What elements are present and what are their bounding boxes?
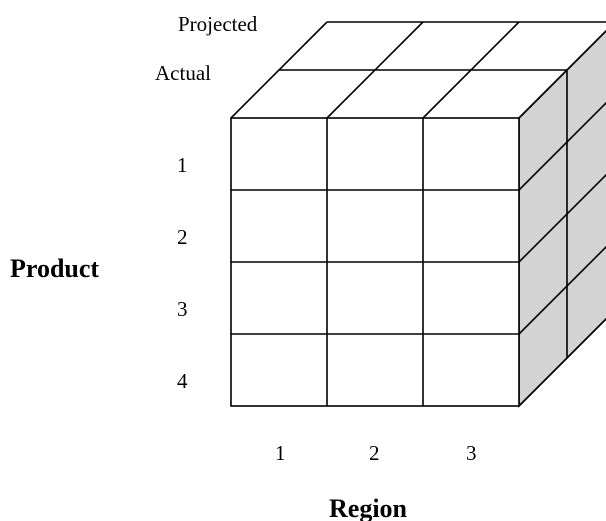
row-label: 3: [177, 297, 188, 321]
row-label: 2: [177, 225, 188, 249]
front-face-grid: [230, 117, 520, 407]
row-axis-title: Product: [10, 254, 99, 283]
column-label: 1: [275, 441, 286, 465]
depth-label-projected: Projected: [178, 12, 258, 36]
row-label: 1: [177, 153, 188, 177]
side-face-grid: [518, 70, 606, 407]
column-label: 2: [369, 441, 380, 465]
depth-label-actual: Actual: [155, 61, 211, 85]
row-label: 4: [177, 369, 188, 393]
column-axis-title: Region: [329, 494, 408, 521]
column-label: 3: [466, 441, 477, 465]
cube-side-face: [518, 29, 606, 408]
